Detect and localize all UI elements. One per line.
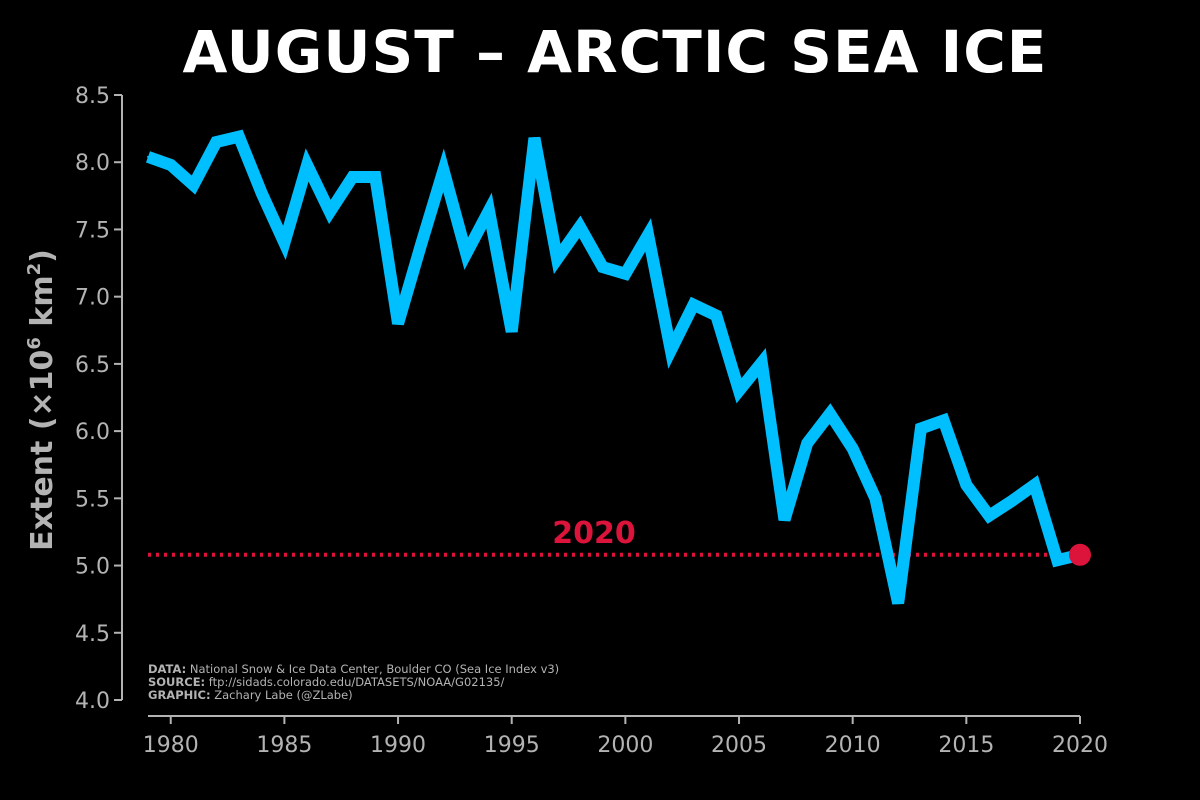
data-point-2000 xyxy=(624,272,627,275)
y-axis-label-mid: km xyxy=(25,275,60,337)
data-point-1991 xyxy=(419,244,422,247)
y-tick-label: 8.0 xyxy=(75,151,110,176)
data-point-1996 xyxy=(533,137,536,140)
data-point-1988 xyxy=(351,176,354,179)
data-point-2001 xyxy=(647,233,650,236)
data-point-2019 xyxy=(1056,559,1059,562)
y-tick-label: 8.5 xyxy=(75,84,110,109)
data-point-2006 xyxy=(760,361,763,364)
y-tick-label: 6.5 xyxy=(75,353,110,378)
data-point-1994 xyxy=(487,209,490,212)
data-point-2007 xyxy=(783,518,786,521)
data-point-1980 xyxy=(169,163,172,166)
data-point-2002 xyxy=(669,349,672,352)
x-tick-label: 1980 xyxy=(143,733,199,758)
data-point-2016 xyxy=(988,514,991,517)
y-axis-ticks: 4.0 4.5 5.0 5.5 6.0 6.5 7.0 7.5 8.0 8.5 xyxy=(75,84,122,714)
x-tick-label: 1990 xyxy=(370,733,426,758)
data-point-1990 xyxy=(397,322,400,325)
y-axis-label-end: ) xyxy=(25,249,60,263)
x-axis-ticks: 1980 1985 1990 1995 2000 2005 2010 2015 2020 xyxy=(143,716,1108,758)
data-point-2015 xyxy=(965,483,968,486)
data-point-2005 xyxy=(738,389,741,392)
data-point-1995 xyxy=(510,330,513,333)
data-point-1998 xyxy=(578,225,581,228)
credit-source: SOURCE: ftp://sidads.colorado.edu/DATASE… xyxy=(148,675,505,689)
x-tick-label: 2015 xyxy=(938,733,994,758)
credit-data: DATA: National Snow & Ice Data Center, B… xyxy=(148,662,559,676)
data-point-2018 xyxy=(1033,483,1036,486)
x-tick-label: 2005 xyxy=(711,733,767,758)
data-point-1997 xyxy=(556,258,559,261)
data-point-1984 xyxy=(260,192,263,195)
y-tick-label: 7.0 xyxy=(75,286,110,311)
x-tick-label: 1995 xyxy=(484,733,540,758)
y-tick-label: 5.5 xyxy=(75,487,110,512)
data-point-2009 xyxy=(828,412,831,415)
data-point-2004 xyxy=(715,314,718,317)
data-point-2014 xyxy=(942,419,945,422)
y-axis-label-sup-1: 6 xyxy=(24,337,45,350)
data-point-1987 xyxy=(328,210,331,213)
y-tick-label: 4.5 xyxy=(75,622,110,647)
y-axis-label-main: Extent (×10 xyxy=(25,350,60,551)
data-point-2010 xyxy=(851,447,854,450)
data-point-2003 xyxy=(692,303,695,306)
data-point-1983 xyxy=(237,135,240,138)
highlight-point-2020 xyxy=(1069,543,1091,566)
data-point-2011 xyxy=(874,497,877,500)
data-point-1989 xyxy=(374,176,377,179)
data-point-2012 xyxy=(897,602,900,605)
data-point-1993 xyxy=(465,252,468,255)
x-tick-label: 2020 xyxy=(1052,733,1108,758)
y-axis-label: Extent (×106 km2) xyxy=(24,249,60,551)
y-tick-label: 5.0 xyxy=(75,555,110,580)
reference-line-label: 2020 xyxy=(552,516,636,551)
data-point-2008 xyxy=(806,442,809,445)
credits-block: DATA: National Snow & Ice Data Center, B… xyxy=(148,662,559,702)
data-point-1992 xyxy=(442,169,445,172)
data-point-1982 xyxy=(215,141,218,144)
data-point-1979 xyxy=(147,155,149,158)
chart-title: AUGUST – ARCTIC SEA ICE xyxy=(182,18,1048,86)
credit-graphic: GRAPHIC: Zachary Labe (@ZLabe) xyxy=(148,688,353,702)
data-point-2017 xyxy=(1010,500,1013,503)
y-tick-label: 4.0 xyxy=(75,689,110,714)
y-tick-label: 7.5 xyxy=(75,218,110,243)
x-tick-label: 1985 xyxy=(256,733,312,758)
axes xyxy=(121,95,1080,717)
series-line-sea-ice-extent xyxy=(145,129,1082,605)
data-point-1985 xyxy=(283,241,286,244)
data-point-2013 xyxy=(919,427,922,430)
x-tick-label: 2000 xyxy=(597,733,653,758)
y-tick-label: 6.0 xyxy=(75,420,110,445)
x-tick-label: 2010 xyxy=(825,733,881,758)
data-point-1999 xyxy=(601,266,604,269)
data-point-1986 xyxy=(306,163,309,166)
y-axis-label-sup-2: 2 xyxy=(24,263,45,276)
data-point-1981 xyxy=(192,184,195,187)
